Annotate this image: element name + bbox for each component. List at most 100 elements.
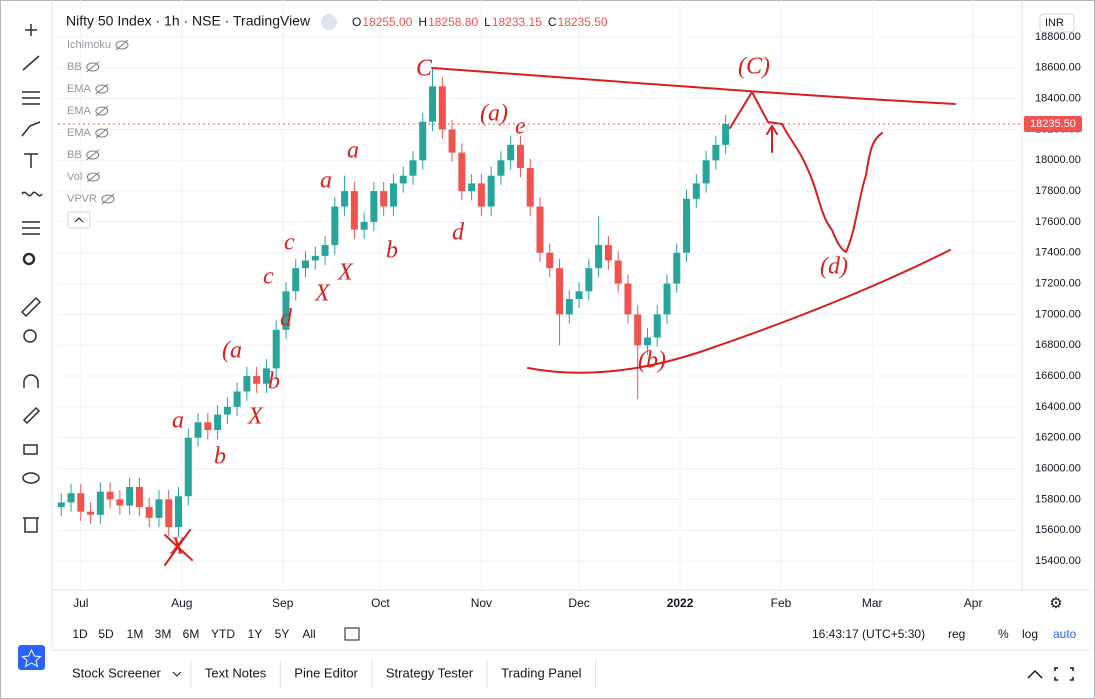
tab-label[interactable]: Text Notes (205, 665, 267, 680)
status-dot (321, 14, 337, 30)
ruler-icon[interactable] (20, 296, 42, 318)
bottom-tabs[interactable]: Stock Screener Text Notes Pine Editor Strat… (72, 660, 597, 688)
hidden-eye-icon[interactable] (86, 62, 100, 72)
currency-button[interactable] (1039, 13, 1075, 33)
trendline-icon[interactable] (22, 55, 40, 71)
tab-label[interactable]: Stock Screener (72, 665, 162, 680)
timeframe-button[interactable]: 5Y (275, 627, 290, 641)
indicator-name[interactable]: EMA (67, 83, 92, 95)
indicator-name[interactable]: EMA (67, 105, 92, 117)
text-icon[interactable] (24, 153, 38, 168)
symbol-title[interactable]: Nifty 50 Index · 1h · NSE · TradingView (66, 13, 311, 29)
x-tick-label: Apr (964, 596, 983, 610)
maximize-icon[interactable] (1027, 669, 1043, 679)
settings-icon[interactable]: ⚙ (1049, 595, 1062, 612)
timeframe-button[interactable]: 1Y (248, 627, 263, 641)
y-tick-label: 16000.00 (1035, 462, 1081, 474)
candle-body (204, 422, 212, 430)
candle-body (341, 191, 349, 207)
tab-label[interactable]: Pine Editor (294, 665, 358, 680)
watchlist-button[interactable] (18, 645, 45, 670)
log-toggle[interactable]: log (1022, 627, 1038, 641)
crosshair-icon[interactable] (25, 24, 37, 36)
y-tick-label: 17400.00 (1035, 247, 1081, 259)
magnet-icon[interactable] (23, 374, 39, 388)
candle-body (468, 183, 476, 192)
candle-body (67, 493, 75, 503)
indicator-name[interactable]: Ichimoku (67, 39, 111, 51)
candle-body (595, 245, 603, 269)
hidden-eye-icon[interactable] (86, 150, 100, 160)
candle-body (712, 144, 720, 161)
auto-toggle[interactable]: auto (1053, 627, 1077, 641)
hand-annotation: (a (222, 338, 242, 364)
lock-draw-icon[interactable] (22, 406, 41, 425)
prediction-icon[interactable] (22, 221, 40, 235)
fib-icon[interactable] (22, 91, 40, 105)
y-tick-label: 16800.00 (1035, 339, 1081, 351)
indicator-name[interactable]: BB (67, 149, 82, 161)
hidden-eye-icon[interactable] (115, 40, 129, 50)
y-tick-label: 18800.00 (1035, 31, 1081, 43)
fullscreen-icon[interactable] (1054, 667, 1074, 681)
candle-body (429, 86, 437, 122)
y-tick-label: 17000.00 (1035, 308, 1081, 320)
hand-annotation: C (416, 56, 433, 82)
timeframe-button[interactable]: 1M (127, 627, 144, 641)
candle-body (556, 268, 564, 315)
indicator-name[interactable]: BB (67, 61, 82, 73)
timeframe-bar[interactable]: 1D 5D 1M 3M 6M YTD 1Y 5Y All (72, 627, 315, 641)
zoom-icon[interactable] (23, 329, 37, 343)
candle-body (634, 314, 642, 346)
hidden-eye-icon[interactable] (95, 84, 109, 94)
hand-annotation: b (386, 238, 398, 264)
tab-label[interactable]: Trading Panel (501, 665, 582, 680)
timeframe-button[interactable]: 1D (72, 627, 88, 641)
hand-annotation: X (169, 534, 186, 560)
ohlc-label: O (352, 15, 361, 29)
y-tick-label: 17200.00 (1035, 277, 1081, 289)
timeframe-button[interactable]: YTD (211, 627, 235, 641)
hand-annotation: d (452, 220, 465, 246)
tab-label[interactable]: Strategy Tester (386, 665, 474, 680)
currency-label[interactable]: INR (1045, 17, 1064, 29)
candle-body (145, 507, 153, 518)
y-tick-label: 18000.00 (1035, 154, 1081, 166)
y-tick-label: 16600.00 (1035, 370, 1081, 382)
candle-body (399, 175, 407, 184)
hidden-eye-icon[interactable] (95, 128, 109, 138)
indicator-name[interactable]: Vol (67, 171, 82, 183)
drawing-toolbar[interactable] (18, 24, 45, 670)
reg-toggle[interactable]: reg (948, 627, 965, 641)
timeframe-button[interactable]: 5D (98, 627, 114, 641)
brush-icon[interactable] (21, 121, 41, 137)
hand-annotation: (a) (480, 101, 508, 127)
candle-body (497, 160, 505, 176)
timeframe-button[interactable]: 3M (155, 627, 172, 641)
hidden-eye-icon[interactable] (101, 194, 115, 204)
ohlc-label: H (418, 15, 427, 29)
collapse-button[interactable] (67, 211, 91, 229)
date-range-icon[interactable] (344, 627, 360, 641)
percent-toggle[interactable]: % (998, 627, 1009, 641)
candle-body (77, 493, 85, 512)
candle-body (643, 337, 651, 346)
pattern-icon[interactable] (21, 191, 43, 197)
hidden-eye-icon[interactable] (86, 172, 100, 182)
trash-icon[interactable] (23, 517, 39, 533)
candle-body (663, 283, 671, 315)
timeframe-button[interactable]: All (302, 627, 315, 641)
indicator-name[interactable]: VPVR (67, 193, 97, 205)
candle-body (165, 499, 173, 528)
y-tick-label: 15800.00 (1035, 493, 1081, 505)
timeframe-button[interactable]: 6M (183, 627, 200, 641)
hand-annotation: a (172, 408, 184, 434)
indicator-name[interactable]: EMA (67, 127, 92, 139)
hidden-eye-icon[interactable] (95, 106, 109, 116)
hidden-eye-slash (101, 193, 115, 205)
search-icon[interactable] (22, 252, 36, 266)
eye-icon[interactable] (22, 472, 40, 484)
candle-body (282, 291, 290, 330)
lock-icon[interactable] (23, 444, 38, 455)
